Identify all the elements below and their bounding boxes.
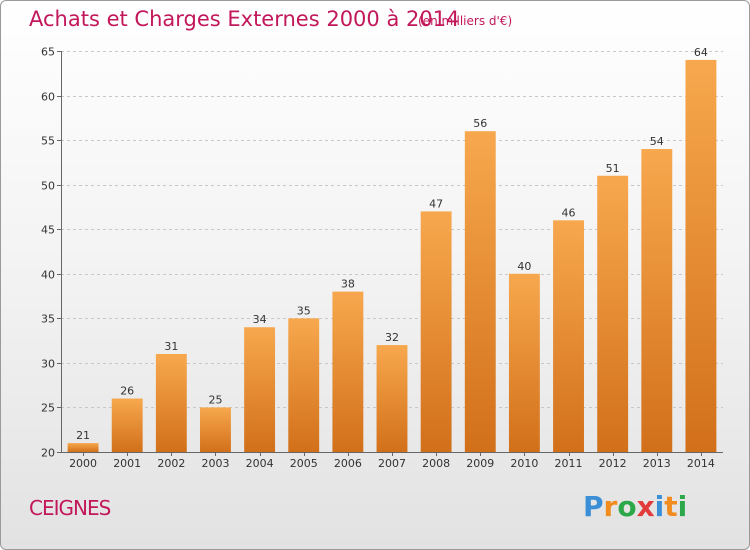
data-label: 26: [120, 385, 134, 398]
data-label: 31: [164, 340, 178, 353]
x-tick-label: 2001: [113, 457, 141, 470]
y-tick-label: 55: [41, 135, 55, 148]
bar: [420, 211, 452, 452]
y-tick-label: 50: [41, 180, 55, 193]
bar: [464, 131, 496, 452]
bar: [376, 345, 408, 452]
x-tick-label: 2007: [378, 457, 406, 470]
bar: [685, 59, 717, 453]
logo-letter: i: [677, 490, 688, 523]
data-label: 46: [562, 206, 576, 219]
bar: [200, 407, 231, 452]
proxiti-logo: Proxiti: [583, 490, 687, 523]
bar: [597, 175, 629, 452]
bar: [67, 443, 99, 452]
data-label: 64: [694, 46, 708, 59]
data-label: 40: [517, 260, 531, 273]
y-tick-label: 25: [41, 402, 55, 415]
data-label: 54: [650, 135, 664, 148]
bars: [67, 59, 717, 453]
y-tick-label: 45: [41, 224, 55, 237]
x-tick-label: 2003: [201, 457, 229, 470]
x-tick-label: 2004: [246, 457, 274, 470]
logo-letter: P: [583, 490, 604, 523]
data-label: 25: [208, 393, 222, 406]
x-tick-label: 2002: [157, 457, 185, 470]
x-tick-label: 2012: [599, 457, 627, 470]
y-tick-label: 35: [41, 313, 55, 326]
value-labels: 21 26 31 25 34 35 38 32 47 56 40 46 51 54 64: [76, 46, 708, 442]
x-tick-label: 2011: [555, 457, 583, 470]
data-label: 38: [341, 278, 355, 291]
data-label: 56: [473, 117, 487, 130]
data-label: 21: [76, 429, 90, 442]
y-tick-label: 20: [41, 447, 55, 460]
logo-letter: t: [664, 490, 678, 523]
data-label: 51: [606, 162, 620, 175]
y-tick-label: 60: [41, 91, 55, 104]
bar: [288, 318, 320, 452]
data-label: 34: [253, 313, 267, 326]
logo-letter: i: [654, 490, 665, 523]
x-tick-label: 2005: [290, 457, 318, 470]
bar: [332, 291, 364, 452]
axes: 20 25 30 35 40 45 50 55 60 65 2000 2001 2002 2003 2004…: [41, 46, 723, 470]
commune-name: CEIGNES: [29, 496, 111, 520]
x-tick-label: 2010: [510, 457, 538, 470]
x-tick-label: 2014: [687, 457, 715, 470]
x-tick-label: 2006: [334, 457, 362, 470]
y-tick-label: 30: [41, 358, 55, 371]
data-label: 47: [429, 197, 443, 210]
bar: [155, 353, 187, 452]
y-tick-label: 65: [41, 46, 55, 59]
x-tick-label: 2000: [69, 457, 97, 470]
chart-subtitle: (en milliers d'€): [418, 14, 513, 28]
x-tick-label: 2009: [466, 457, 494, 470]
bar: [508, 273, 540, 452]
chart-title: Achats et Charges Externes 2000 à 2014: [29, 7, 460, 31]
logo-letter: x: [636, 490, 655, 523]
bar: [553, 220, 584, 452]
x-tick-label: 2013: [643, 457, 671, 470]
data-label: 32: [385, 331, 399, 344]
x-tick-label: 2008: [422, 457, 450, 470]
y-tick-label: 40: [41, 269, 55, 282]
bar: [111, 398, 143, 452]
data-label: 35: [297, 304, 311, 317]
logo-letter: r: [603, 490, 618, 523]
bar: [641, 149, 673, 452]
bar: [244, 327, 276, 452]
logo-letter: o: [617, 490, 637, 523]
